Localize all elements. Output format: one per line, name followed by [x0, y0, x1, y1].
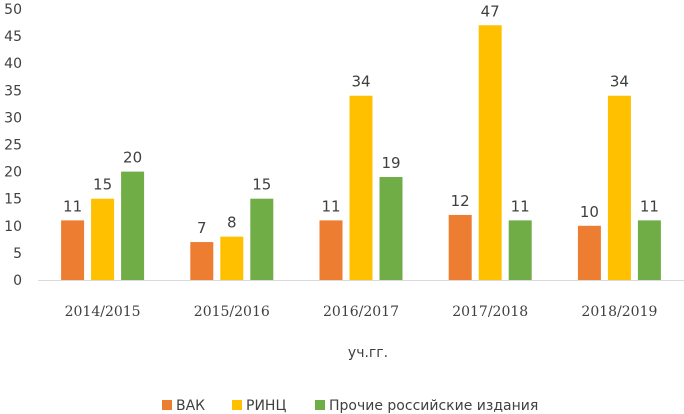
data-label: 11 [63, 197, 82, 215]
bar [607, 95, 631, 280]
data-label: 7 [197, 219, 207, 237]
x-axis-title: уч.гг. [348, 345, 388, 361]
bar [577, 225, 601, 280]
bar [91, 198, 115, 280]
bar [448, 214, 472, 280]
y-tick-label: 40 [4, 56, 22, 72]
bar [349, 95, 373, 280]
legend-swatch [315, 400, 325, 410]
legend-swatch [232, 400, 242, 410]
data-label: 12 [451, 192, 470, 210]
y-tick-label: 35 [4, 83, 22, 99]
data-label: 11 [640, 197, 659, 215]
y-tick-label: 0 [13, 273, 22, 289]
bar [190, 242, 214, 280]
y-tick-label: 10 [4, 219, 22, 235]
x-axis: 2014/2015 2015/2016 2016/2017 2017/2018 2018… [38, 280, 684, 320]
bar [61, 220, 85, 280]
bar [478, 25, 502, 281]
bar [637, 220, 661, 280]
data-label: 20 [123, 149, 142, 167]
data-label: 34 [610, 73, 629, 91]
x-tick-label: 2018/2019 [581, 304, 657, 320]
data-label: 15 [93, 176, 112, 194]
y-tick-label: 15 [4, 192, 22, 208]
data-labels: 11 7 11 12 10 15 8 34 47 34 20 15 19 11 11 [63, 2, 659, 237]
data-label: 34 [351, 73, 370, 91]
legend-label: Прочие российские издания [329, 398, 538, 414]
y-tick-label: 5 [13, 246, 22, 262]
bar [379, 177, 403, 280]
data-label: 8 [227, 214, 237, 232]
y-tick-label: 30 [4, 110, 22, 126]
legend: ВАК РИНЦ Прочие российские издания [162, 398, 538, 414]
data-label: 15 [252, 176, 271, 194]
legend-label: РИНЦ [246, 398, 286, 414]
data-label: 11 [321, 197, 340, 215]
data-label: 47 [481, 2, 500, 20]
legend-label: ВАК [176, 398, 205, 414]
legend-swatch [162, 400, 172, 410]
data-label: 19 [381, 154, 400, 172]
y-tick-label: 25 [4, 138, 22, 154]
bars [61, 25, 661, 281]
y-tick-label: 45 [4, 29, 22, 45]
x-tick-label: 2014/2015 [65, 304, 141, 320]
bar [250, 198, 274, 280]
bar [121, 171, 145, 280]
y-tick-label: 20 [4, 165, 22, 181]
data-label: 11 [511, 197, 530, 215]
data-label: 10 [580, 203, 599, 221]
x-tick-label: 2015/2016 [194, 304, 270, 320]
x-tick-label: 2017/2018 [452, 304, 528, 320]
y-tick-label: 50 [4, 2, 22, 18]
bar [508, 220, 532, 280]
x-tick-label: 2016/2017 [323, 304, 399, 320]
bar [319, 220, 343, 280]
y-axis: 0 5 10 15 20 25 30 35 40 45 50 [4, 2, 22, 289]
bar [220, 236, 244, 280]
